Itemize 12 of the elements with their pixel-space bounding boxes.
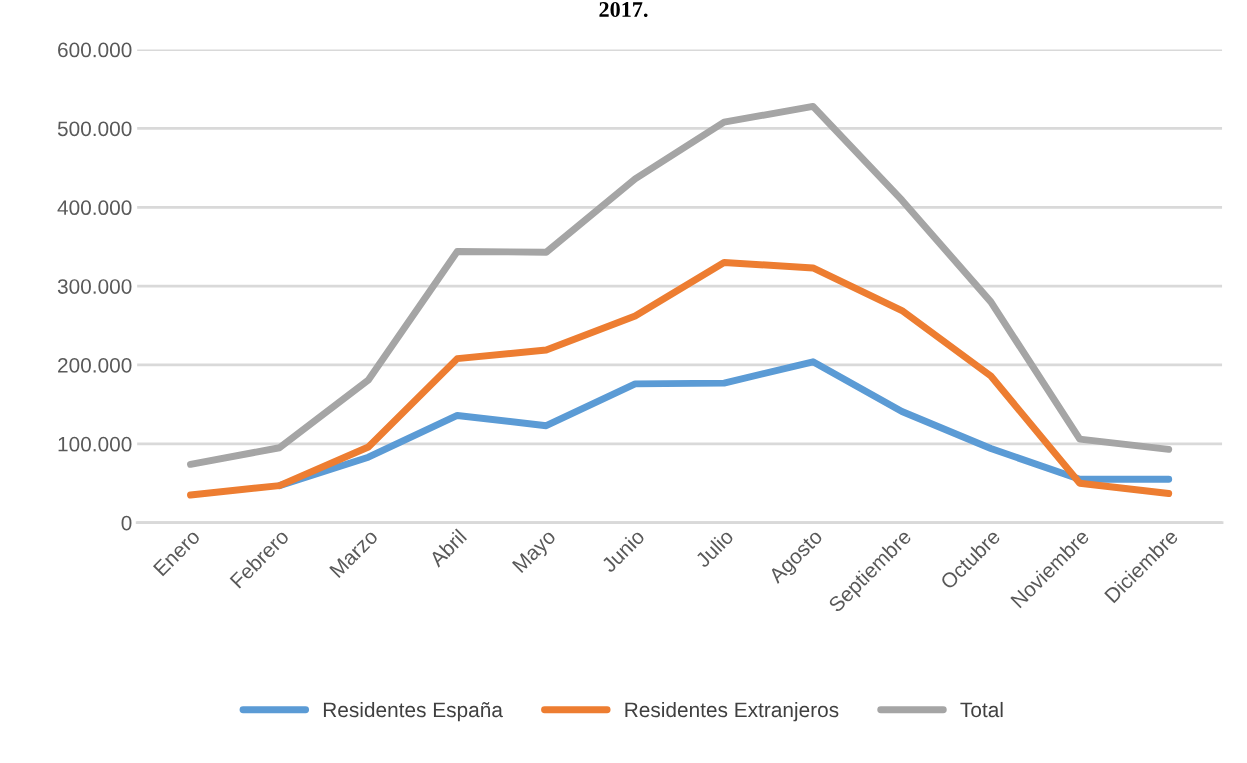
y-tick-label: 100.000 xyxy=(58,436,132,452)
y-tick-label: 400.000 xyxy=(57,200,132,216)
y-tick-label: 600.000 xyxy=(58,42,132,58)
y-tick-label: 500.000 xyxy=(57,121,132,137)
chart-title: 2017. xyxy=(599,2,648,18)
legend-label: Residentes España xyxy=(323,701,503,722)
y-tick-label: 0 xyxy=(121,515,132,531)
legend-label: Total xyxy=(960,701,1003,718)
x-tick-label: Julio xyxy=(694,528,735,569)
y-tick-label: 200.000 xyxy=(58,357,132,373)
legend-label: Residentes Extranjeros xyxy=(625,701,839,722)
y-tick-label: 300.000 xyxy=(57,279,132,294)
